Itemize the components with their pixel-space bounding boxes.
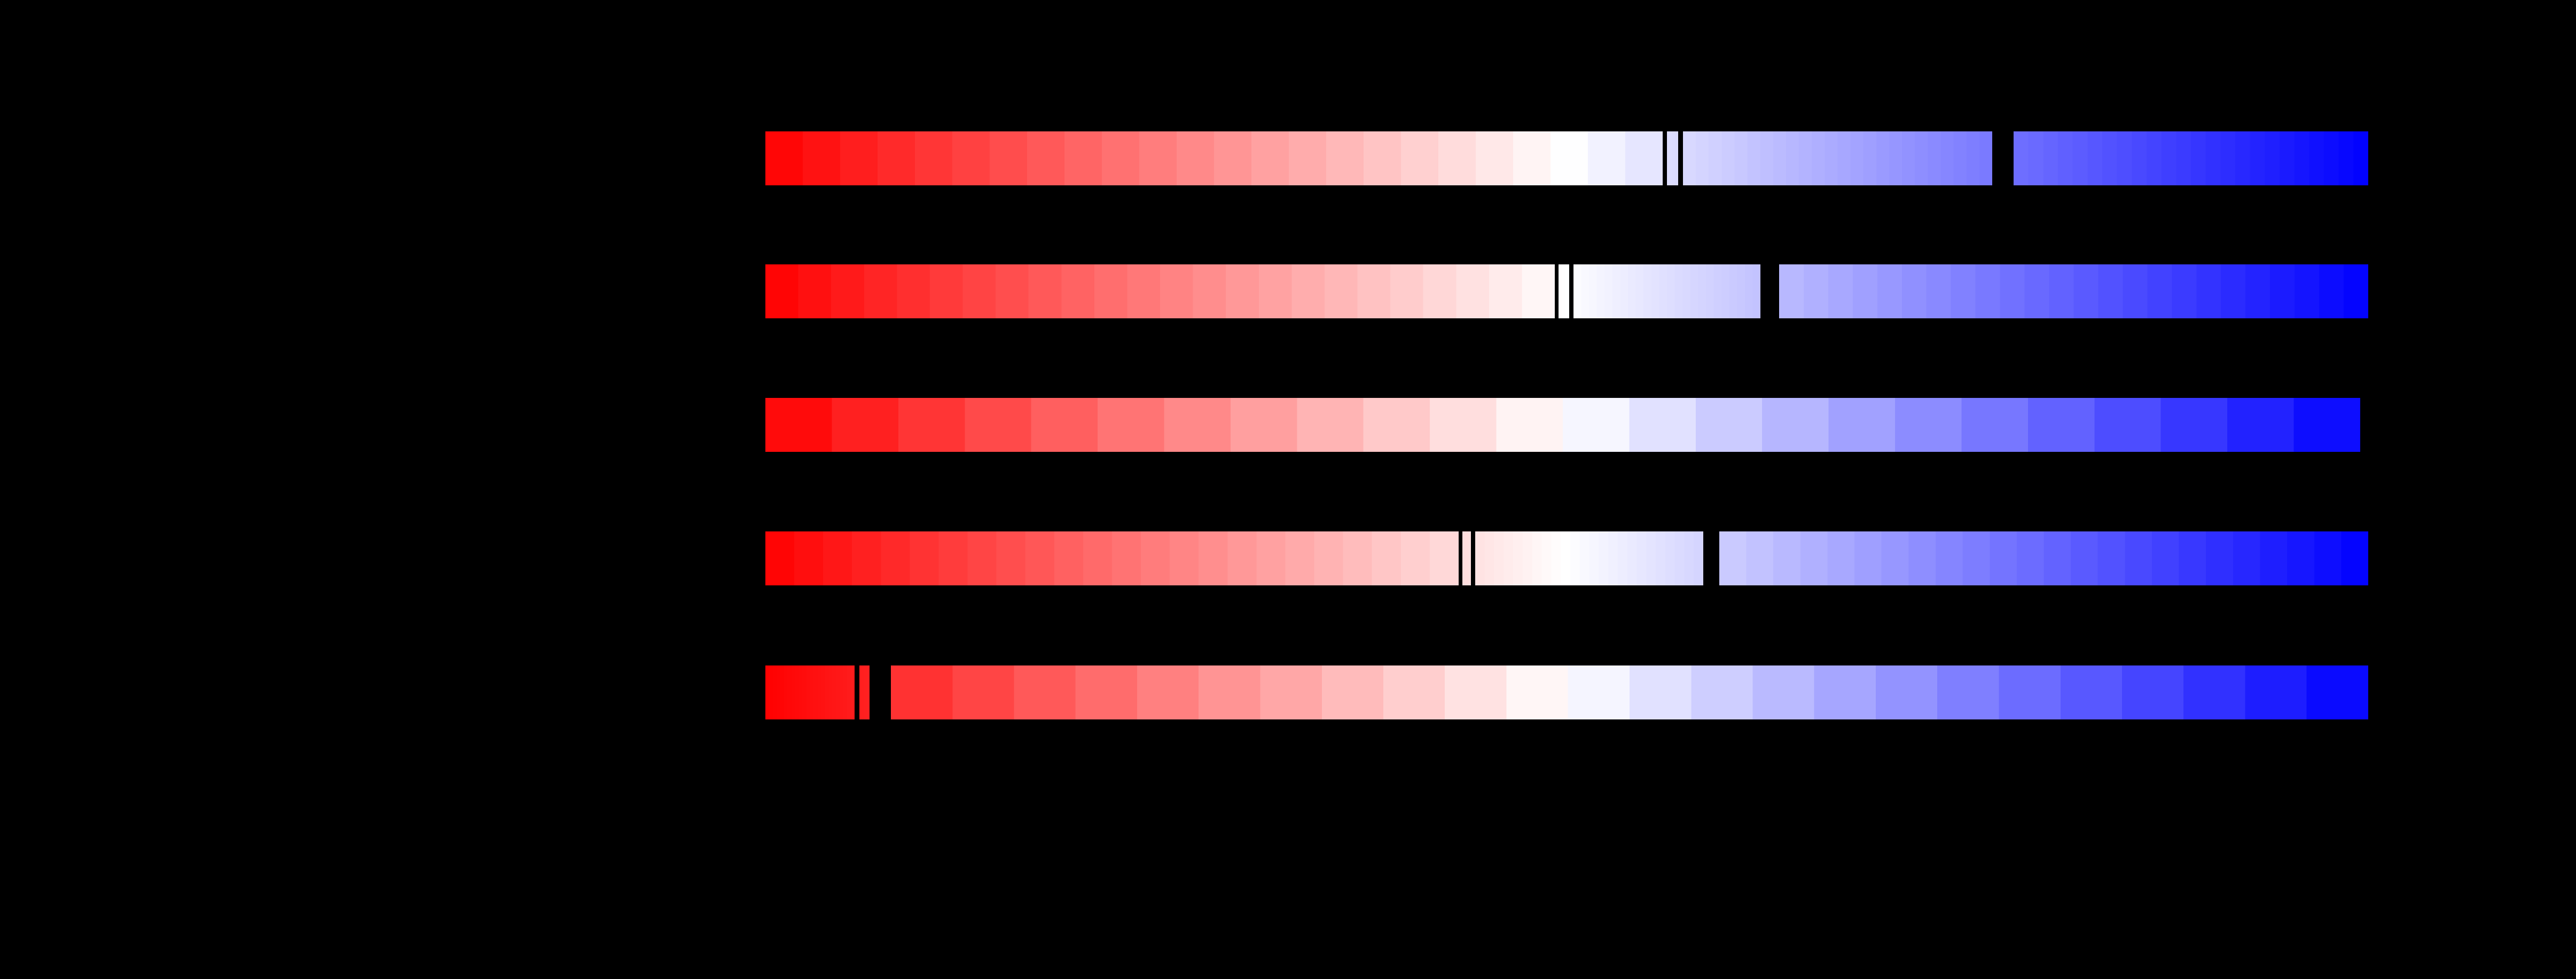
colorbar-row-1 <box>0 131 2576 185</box>
colorbar-row-4 <box>0 531 2576 585</box>
colorbar-segment-r2-s3 <box>1573 264 1760 318</box>
colorbar-segment-r5-s3 <box>891 665 2368 719</box>
colorbar-segment-r3-s1 <box>765 398 2360 452</box>
colorbar-segment-r2-s1 <box>765 264 1555 318</box>
colorbar-segment-r4-s1 <box>765 531 1459 585</box>
colorbar-segment-r1-s4 <box>2014 131 2368 185</box>
colorbar-segment-r4-s3 <box>1475 531 1703 585</box>
colorbar-segment-r2-s4 <box>1779 264 2368 318</box>
colorbar-segment-r1-s1 <box>765 131 1663 185</box>
colorbar-segment-r5-s1 <box>765 665 855 719</box>
colorbar-segment-r2-s2 <box>1559 264 1569 318</box>
colorbar-segment-r4-s4 <box>1719 531 2368 585</box>
colorbar-segment-r1-s2 <box>1667 131 1678 185</box>
colorbar-row-3 <box>0 398 2576 452</box>
colorbar-segment-r5-s2 <box>859 665 870 719</box>
colorbar-segment-r1-s3 <box>1683 131 1992 185</box>
colorbar-row-2 <box>0 264 2576 318</box>
colorbar-segment-r4-s2 <box>1462 531 1471 585</box>
colorbar-row-5 <box>0 665 2576 719</box>
